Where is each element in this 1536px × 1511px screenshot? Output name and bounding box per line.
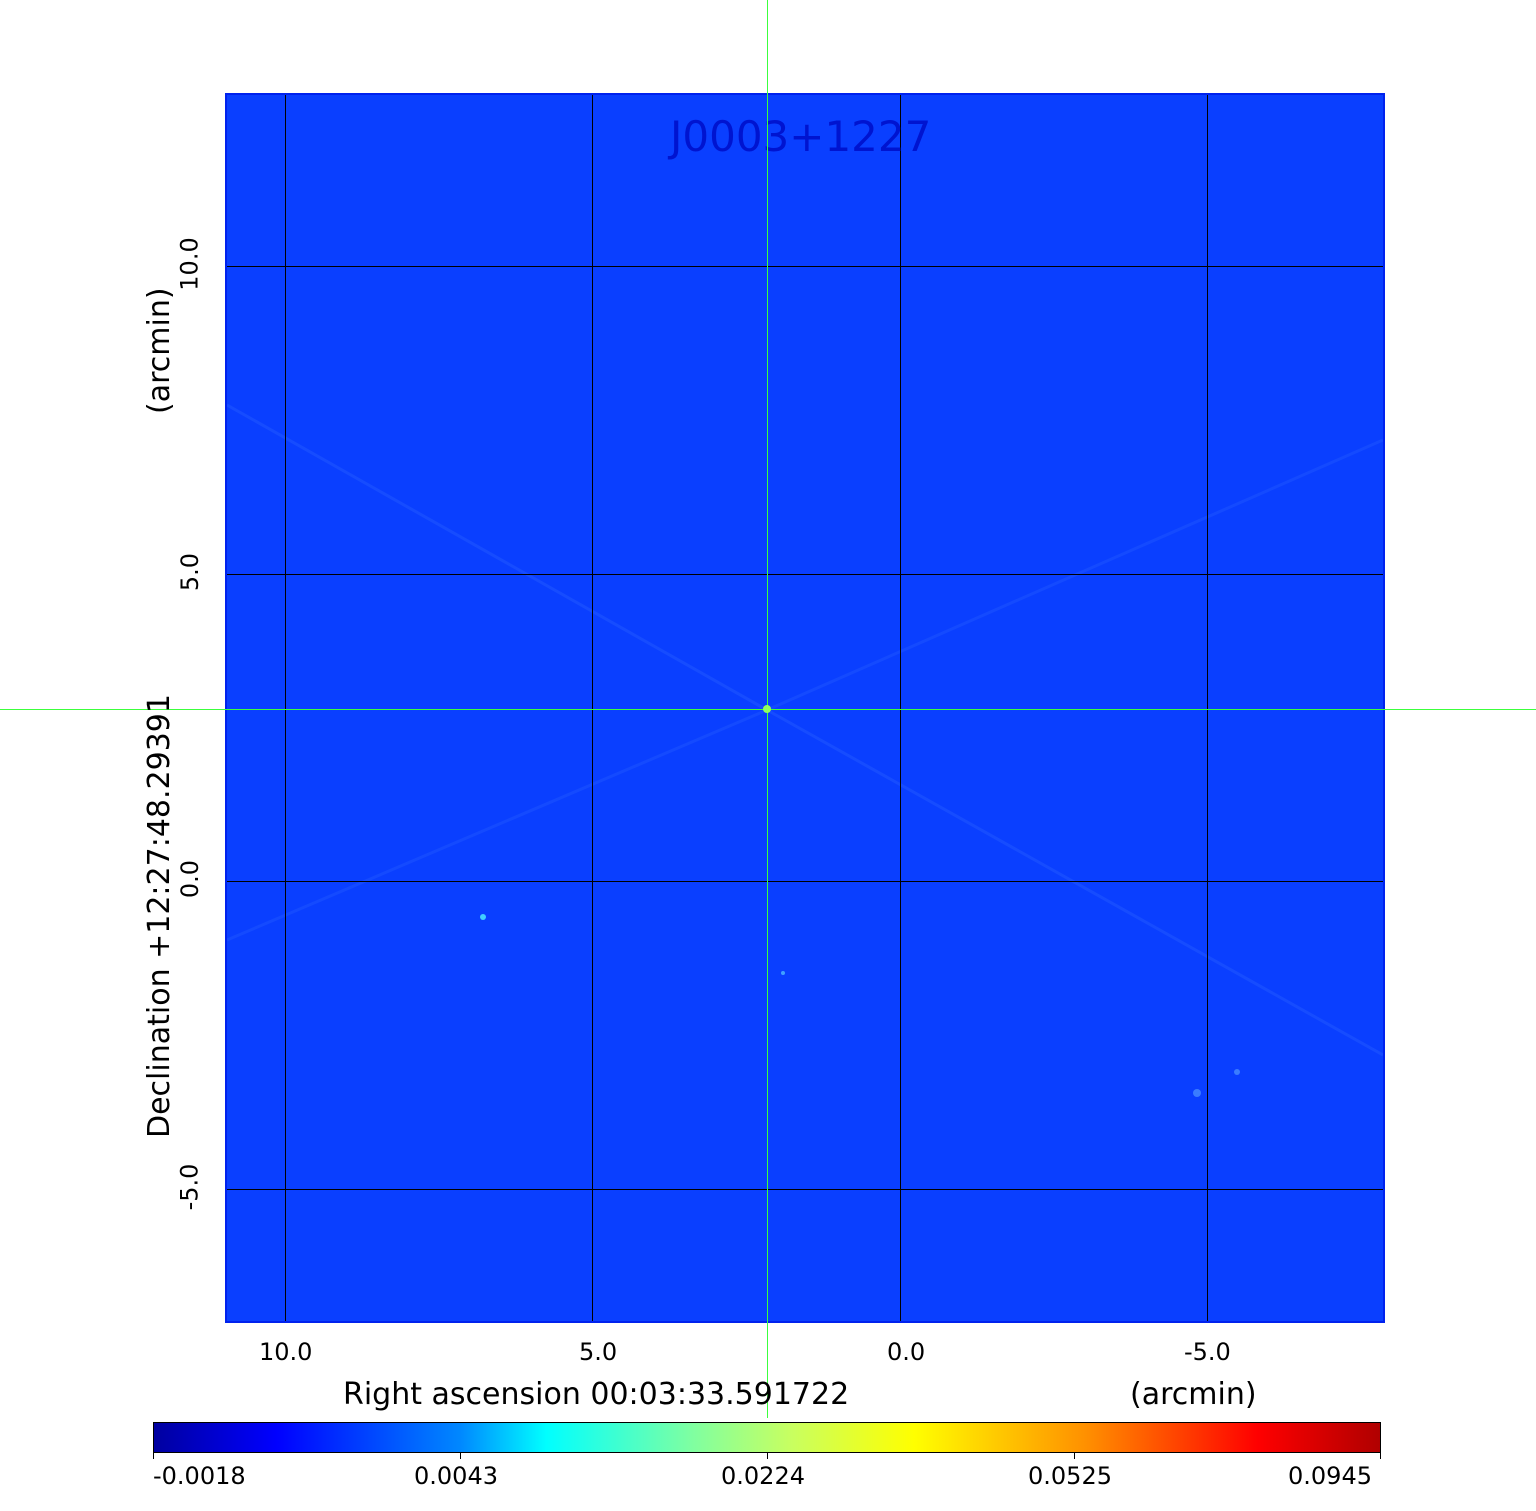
grid-line	[592, 95, 593, 1321]
image-artifacts	[227, 403, 1383, 1097]
colorbar-tick	[767, 1453, 768, 1459]
grid-line	[900, 95, 901, 1321]
y-tick: 10.0	[175, 237, 204, 291]
image-title: J0003+1227	[670, 112, 932, 161]
x-tick: 0.0	[887, 1338, 926, 1366]
colorbar-tick	[460, 1453, 461, 1459]
y-axis-unit: (arcmin)	[142, 287, 177, 414]
y-axis-label: Declination +12:27:48.29391	[142, 694, 177, 1138]
x-tick: 10.0	[259, 1338, 313, 1366]
x-tick: -5.0	[1184, 1338, 1231, 1366]
colorbar-tick	[1380, 1453, 1381, 1459]
grid-line	[227, 881, 1383, 882]
bright-source	[763, 705, 771, 713]
x-tick: 5.0	[579, 1338, 618, 1366]
x-axis-unit: (arcmin)	[1130, 1377, 1257, 1412]
y-tick: 5.0	[176, 552, 205, 592]
grid-line	[227, 266, 1383, 267]
grid-line	[285, 95, 286, 1321]
colorbar-label: 0.0224	[721, 1462, 805, 1490]
image-frame[interactable]	[225, 93, 1385, 1323]
colorbar-label: 0.0043	[414, 1462, 498, 1490]
y-tick: -5.0	[175, 1163, 204, 1211]
colorbar-label: 0.0945	[1288, 1462, 1372, 1490]
colorbar-tick	[1074, 1453, 1075, 1459]
x-axis-label: Right ascension 00:03:33.591722	[343, 1377, 850, 1412]
colorbar[interactable]	[153, 1422, 1381, 1453]
colorbar-tick	[153, 1453, 154, 1459]
grid-line	[227, 574, 1383, 575]
grid-line	[1207, 95, 1208, 1321]
colorbar-label: -0.0018	[153, 1462, 246, 1490]
colorbar-label: 0.0525	[1028, 1462, 1112, 1490]
grid-line	[227, 1189, 1383, 1190]
y-tick: 0.0	[176, 859, 205, 899]
